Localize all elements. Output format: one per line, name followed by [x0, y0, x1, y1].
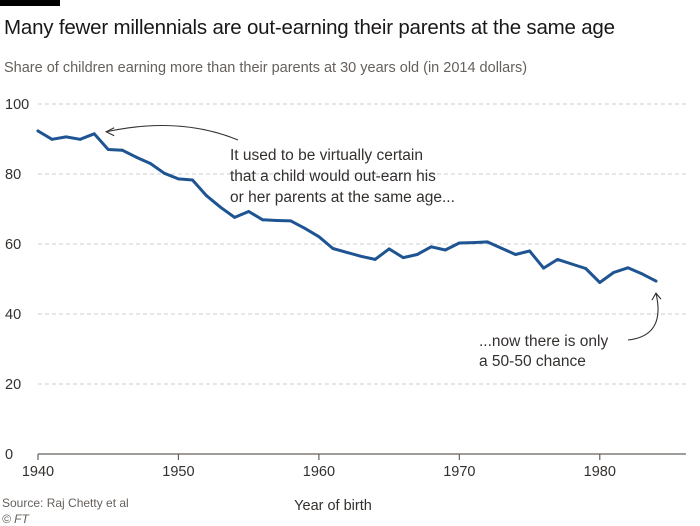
annotation-text-1: It used to be virtually certain that a ch…: [230, 147, 455, 206]
data-point-1982: [626, 266, 630, 270]
grid-lines: [38, 103, 686, 385]
data-point-1948: [148, 162, 152, 165]
data-point-1953: [219, 205, 222, 209]
annotation-1-line-3: or her parents at the same age...: [230, 189, 455, 206]
source-note: Source: Raj Chetty et al: [2, 496, 129, 510]
data-point-1963: [359, 254, 363, 258]
data-point-1944: [92, 132, 96, 136]
data-point-1952: [205, 194, 208, 198]
data-point-1977: [556, 258, 560, 261]
data-point-1942: [64, 135, 68, 139]
annotations-group: It used to be virtually certain that a ch…: [104, 124, 662, 370]
data-point-1960: [317, 235, 321, 239]
data-point-1962: [345, 251, 349, 254]
x-tick-label-1940: 1940: [22, 464, 54, 480]
data-point-1956: [261, 218, 265, 222]
data-point-1971: [471, 241, 475, 245]
data-point-1984: [654, 279, 658, 283]
y-tick-label-60: 60: [5, 237, 21, 253]
data-point-1968: [429, 245, 433, 249]
data-point-1980: [598, 281, 602, 284]
series-group: [36, 129, 658, 284]
data-point-1954: [233, 216, 237, 219]
annotation-2-line-2: a 50-50 chance: [479, 353, 586, 370]
ft-credit: © FT: [2, 512, 29, 526]
data-point-1969: [443, 248, 447, 252]
data-point-1957: [275, 219, 279, 222]
data-point-1973: [500, 246, 503, 250]
data-point-1940: [36, 129, 40, 133]
data-point-1951: [191, 178, 194, 182]
chart-subtitle: Share of children earning more than thei…: [4, 60, 528, 76]
annotation-arrowhead-2: [651, 292, 662, 301]
data-point-1950: [177, 177, 180, 181]
data-point-1947: [134, 155, 138, 159]
x-tick-label-1960: 1960: [303, 464, 335, 480]
data-point-1981: [612, 270, 616, 274]
data-point-1949: [163, 171, 166, 175]
data-point-1946: [120, 148, 124, 152]
data-point-1966: [401, 256, 405, 260]
x-axis: 1940 1950 1960 1970 1980: [22, 453, 686, 480]
x-tick-label-1970: 1970: [443, 464, 475, 480]
annotation-arrow-1: [106, 124, 239, 141]
y-axis-tick-labels: 0 20 40 60 80 100: [5, 97, 29, 463]
data-point-1972: [486, 240, 489, 244]
data-point-1975: [528, 249, 531, 253]
x-axis-title: Year of birth: [294, 498, 372, 514]
data-point-1974: [514, 253, 517, 256]
data-point-1961: [331, 247, 335, 250]
y-tick-label-100: 100: [5, 97, 29, 113]
x-tick-label-1980: 1980: [584, 464, 616, 480]
data-point-1941: [50, 137, 54, 141]
annotation-1-line-2: that a child would out-earn his: [230, 168, 436, 185]
data-point-1967: [415, 253, 419, 256]
chart-title: Many fewer millennials are out-earning t…: [4, 16, 615, 39]
annotation-2-line-1: ...now there is only: [479, 333, 608, 350]
annotation-arrowhead-1: [104, 127, 115, 137]
data-point-1979: [584, 267, 588, 270]
y-tick-label-40: 40: [5, 307, 21, 323]
annotation-text-2: ...now there is only a 50-50 chance: [479, 333, 608, 370]
annotation-arrow-2: [627, 292, 659, 341]
data-point-1958: [289, 219, 293, 223]
ft-top-bar: [0, 0, 60, 6]
data-point-1945: [106, 148, 110, 151]
data-point-1964: [373, 258, 377, 261]
data-point-1983: [640, 272, 644, 276]
data-point-1976: [542, 266, 545, 270]
data-point-1970: [457, 241, 461, 245]
annotation-1-line-1: It used to be virtually certain: [230, 147, 423, 164]
y-tick-label-80: 80: [5, 167, 21, 183]
x-tick-label-1950: 1950: [162, 464, 194, 480]
data-point-1978: [570, 262, 574, 266]
data-point-1955: [247, 210, 251, 213]
data-point-1965: [387, 247, 391, 251]
data-point-1943: [78, 137, 82, 141]
y-tick-label-0: 0: [5, 447, 13, 463]
data-point-1959: [303, 226, 307, 230]
y-tick-label-20: 20: [5, 377, 21, 393]
